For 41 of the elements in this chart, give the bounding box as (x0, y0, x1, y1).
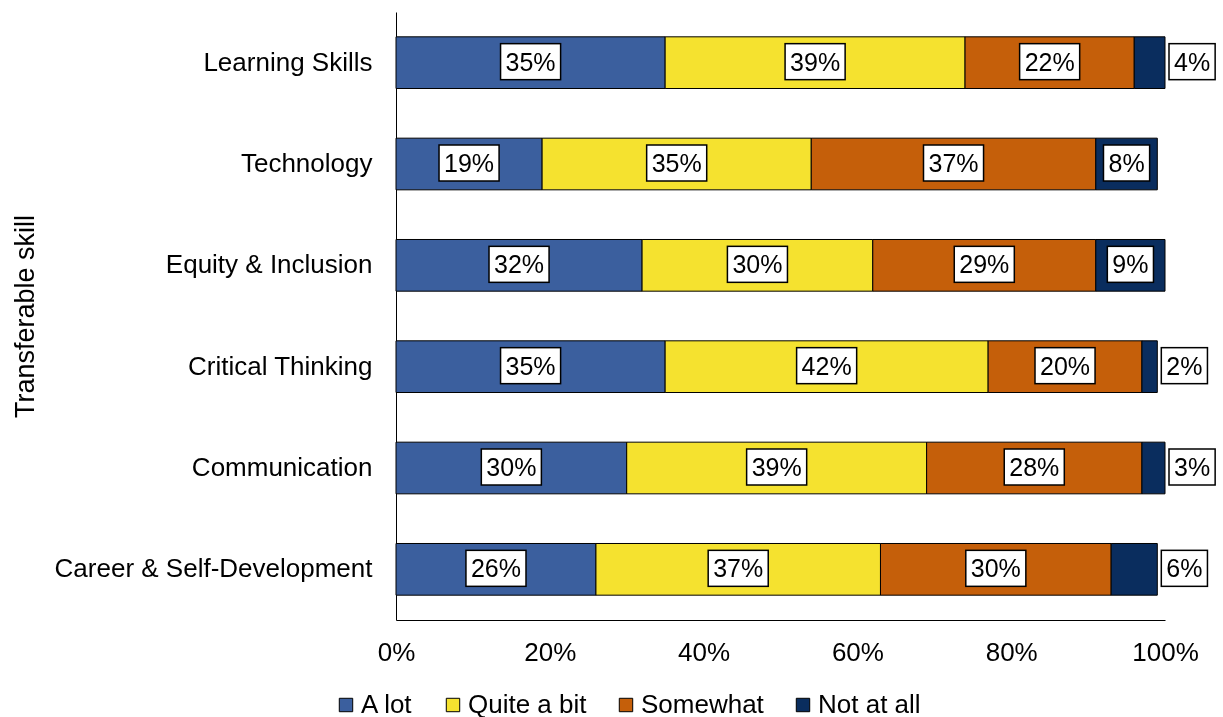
legend-label: Quite a bit (468, 689, 588, 717)
data-label: 3% (1174, 453, 1211, 481)
data-label: 2% (1166, 351, 1203, 380)
data-label: 19% (444, 149, 495, 177)
data-label: 30% (970, 554, 1021, 583)
data-label: 6% (1166, 554, 1203, 583)
data-label: 37% (928, 149, 979, 177)
data-label: 30% (732, 250, 783, 279)
y-tick-label: Communication (191, 452, 373, 482)
data-label: 26% (470, 554, 521, 583)
data-label: 30% (486, 453, 537, 481)
data-label: 29% (959, 250, 1010, 279)
data-label: 32% (494, 250, 545, 279)
legend-label: A lot (361, 689, 413, 717)
y-axis-title: Transferable skill (9, 214, 40, 419)
data-label: 9% (1112, 250, 1149, 279)
data-label: 28% (1009, 453, 1060, 481)
x-tick-label: 40% (678, 636, 731, 667)
data-label: 35% (505, 47, 556, 76)
y-tick-label: Technology (240, 148, 373, 178)
legend-label: Somewhat (641, 689, 765, 717)
data-label: 20% (1040, 351, 1091, 380)
y-tick-label: Critical Thinking (188, 350, 373, 381)
x-tick-label: 20% (524, 636, 577, 667)
data-label: 35% (651, 149, 702, 177)
y-tick-label: Career & Self-Development (54, 553, 374, 584)
data-label: 42% (801, 351, 852, 380)
data-label: 39% (751, 453, 802, 481)
data-label: 39% (790, 47, 841, 76)
data-label: 22% (1024, 47, 1075, 76)
data-label: 35% (505, 351, 556, 380)
x-tick-label: 80% (985, 636, 1038, 667)
x-tick-label: 100% (1132, 636, 1199, 667)
y-tick-label: Equity & Inclusion (165, 249, 373, 280)
data-label: 4% (1174, 47, 1211, 76)
x-tick-label: 0% (377, 636, 416, 667)
x-tick-label: 60% (831, 636, 884, 667)
legend-label: Not at all (818, 689, 921, 717)
data-label: 8% (1108, 149, 1145, 177)
y-tick-label: Learning Skills (203, 46, 373, 77)
data-label: 37% (713, 554, 764, 583)
